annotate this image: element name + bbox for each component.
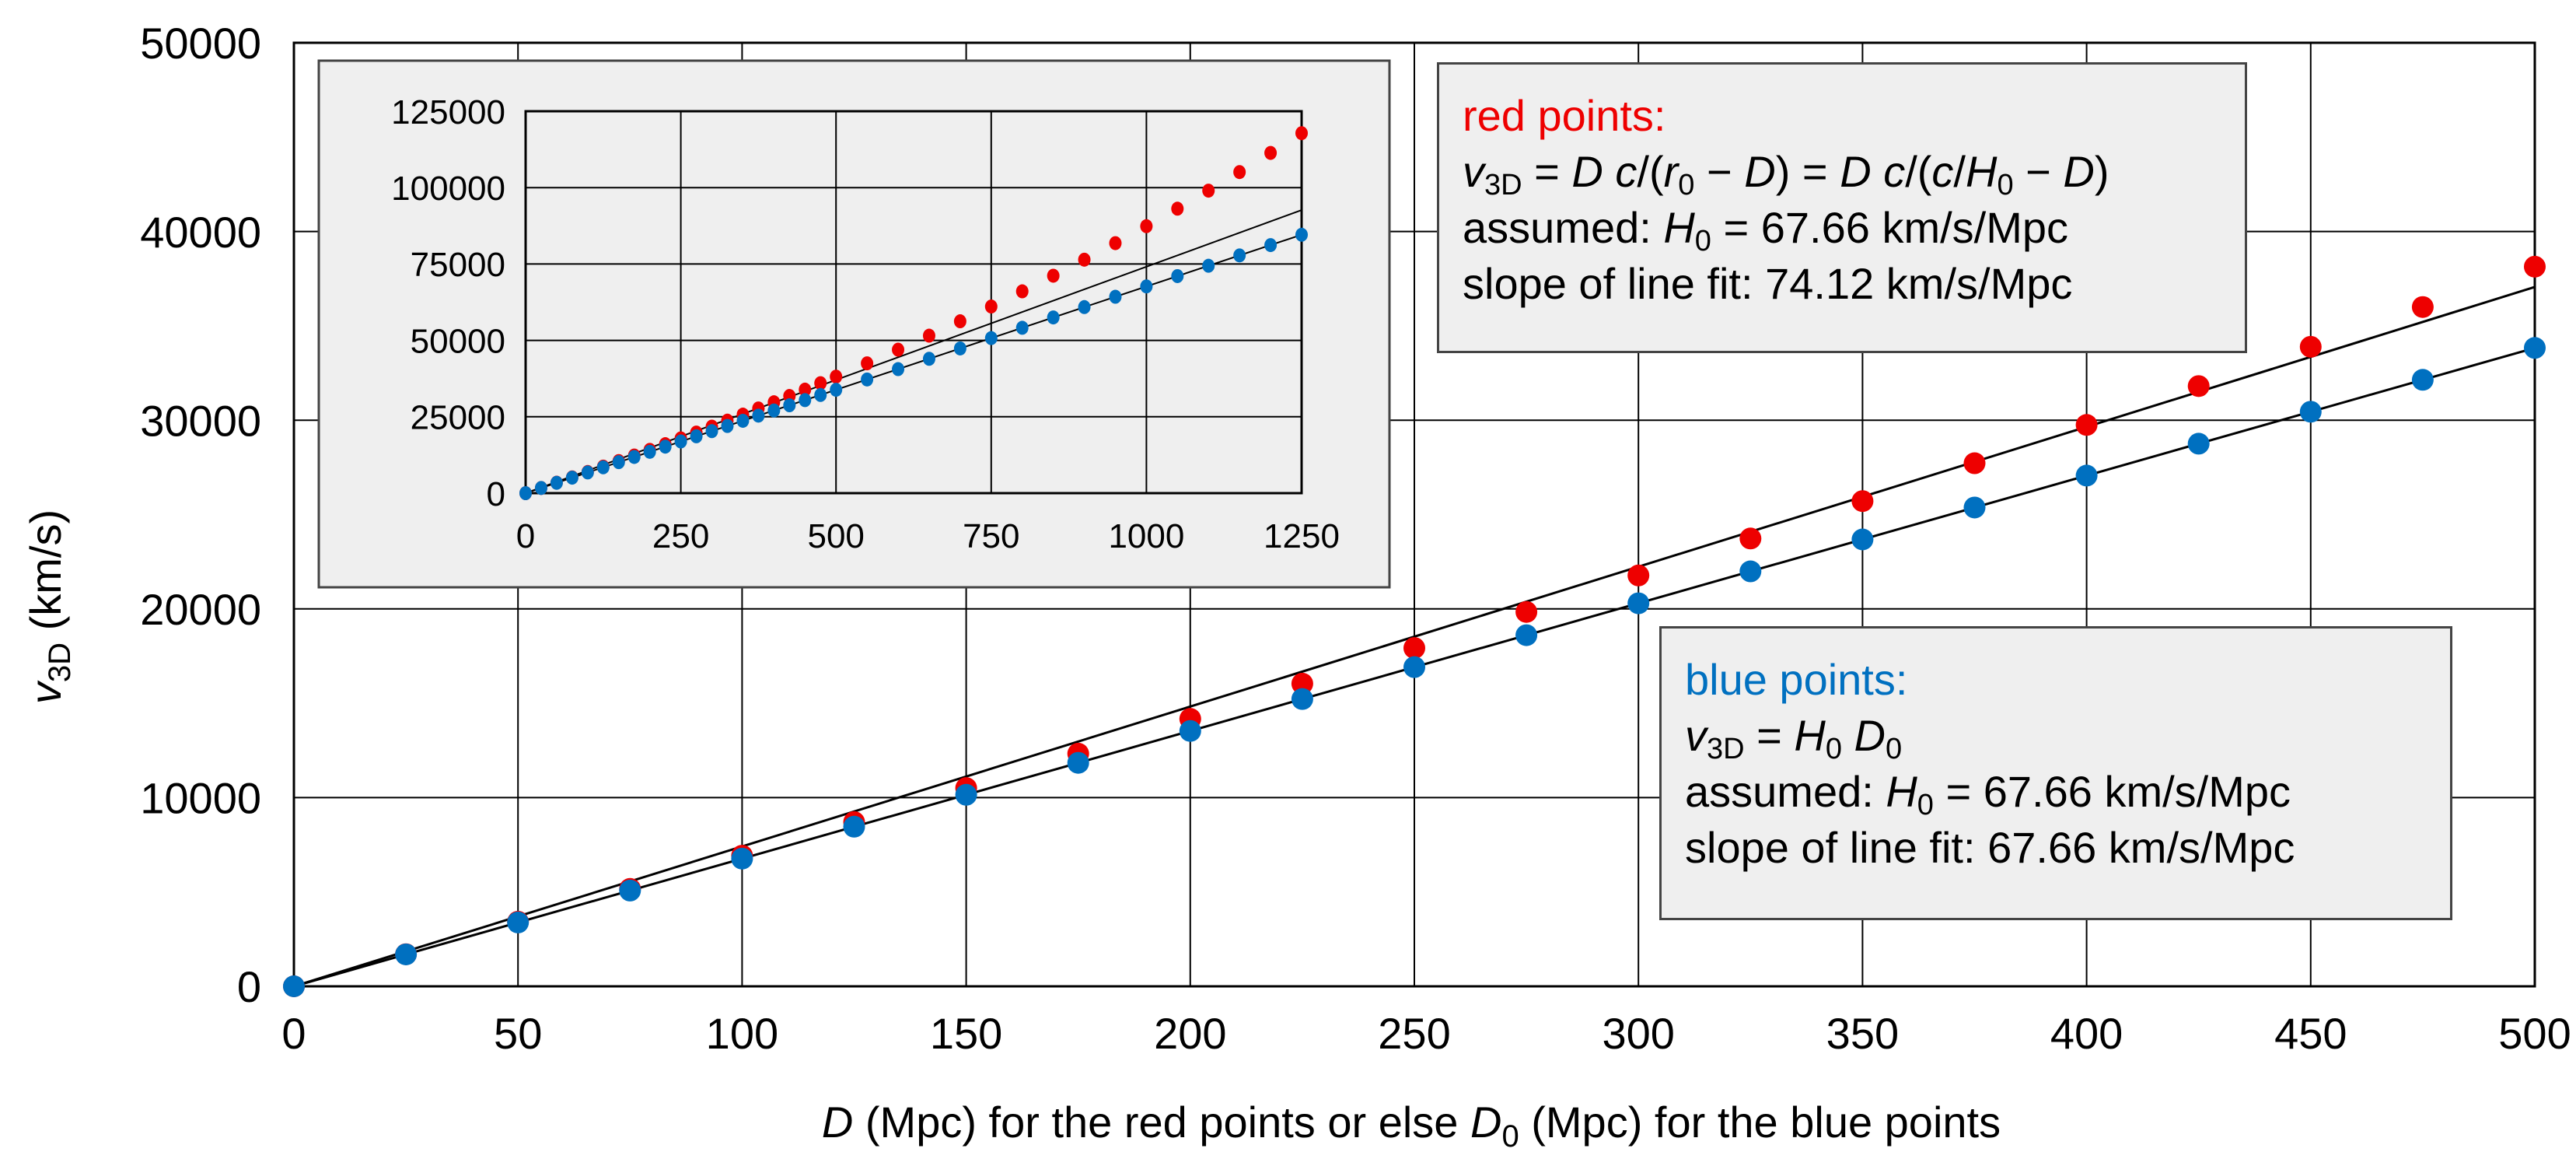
svg-text:125000: 125000 [391, 93, 505, 131]
svg-text:10000: 10000 [140, 774, 261, 823]
red-points-legend: red points: v3D = D c/(r0 − D) = D c/(c/… [1437, 62, 2247, 353]
svg-text:50: 50 [494, 1009, 542, 1058]
svg-text:1250: 1250 [1264, 517, 1340, 555]
svg-text:50000: 50000 [411, 322, 505, 360]
main-tick-labels: 0 50 100 150 200 250 300 350 400 450 5000100002000… [140, 19, 2571, 1058]
svg-text:750: 750 [963, 517, 1019, 555]
svg-text:200: 200 [1154, 1009, 1226, 1058]
inset-data-points [519, 126, 1308, 500]
blue-legend-title: blue points: [1685, 655, 1908, 704]
svg-text:300: 300 [1602, 1009, 1674, 1058]
inset-tick-labels: 0 250 500 750 1000 1250 0 25000 50000 75000 100000… [391, 93, 1340, 555]
svg-text:0: 0 [237, 962, 261, 1011]
svg-text:30000: 30000 [140, 396, 261, 445]
main-data-points [283, 255, 2546, 997]
blue-legend-slope: slope of line fit: 67.66 km/s/Mpc [1685, 823, 2295, 872]
svg-text:75000: 75000 [411, 246, 505, 284]
svg-text:400: 400 [2050, 1009, 2123, 1058]
blue-legend-assumed: assumed: H0 = 67.66 km/s/Mpc [1685, 767, 2291, 821]
svg-text:0: 0 [516, 517, 535, 555]
svg-text:500: 500 [807, 517, 864, 555]
svg-text:100: 100 [706, 1009, 778, 1058]
svg-text:150: 150 [930, 1009, 1002, 1058]
inset-chart: 0 250 500 750 1000 1250 0 25000 50000 75000 100000… [317, 59, 1391, 589]
svg-text:250: 250 [1378, 1009, 1450, 1058]
blue-legend-equation: v3D = H0 D0 [1685, 711, 1903, 765]
svg-text:450: 450 [2274, 1009, 2347, 1058]
svg-text:100000: 100000 [391, 170, 505, 208]
svg-text:25000: 25000 [411, 399, 505, 437]
x-axis-label: D (Mpc) for the red points or else D0 (M… [822, 1098, 2001, 1154]
y-axis-label: v3D (km/s) [21, 509, 77, 704]
svg-text:0: 0 [281, 1009, 306, 1058]
svg-text:40000: 40000 [140, 208, 261, 257]
svg-text:1000: 1000 [1108, 517, 1184, 555]
red-legend-title: red points: [1463, 91, 1666, 140]
svg-text:20000: 20000 [140, 585, 261, 634]
svg-text:250: 250 [652, 517, 709, 555]
svg-text:500: 500 [2498, 1009, 2571, 1058]
red-legend-assumed: assumed: H0 = 67.66 km/s/Mpc [1463, 203, 2069, 257]
svg-text:350: 350 [1826, 1009, 1899, 1058]
svg-text:0: 0 [487, 475, 505, 513]
inset-grid [524, 110, 1303, 495]
blue-points-legend: blue points: v3D = H0 D0 assumed: H0 = 6… [1659, 626, 2452, 920]
red-legend-equation: v3D = D c/(r0 − D) = D c/(c/H0 − D) [1463, 147, 2109, 201]
red-legend-slope: slope of line fit: 74.12 km/s/Mpc [1463, 259, 2073, 308]
svg-text:50000: 50000 [140, 19, 261, 68]
